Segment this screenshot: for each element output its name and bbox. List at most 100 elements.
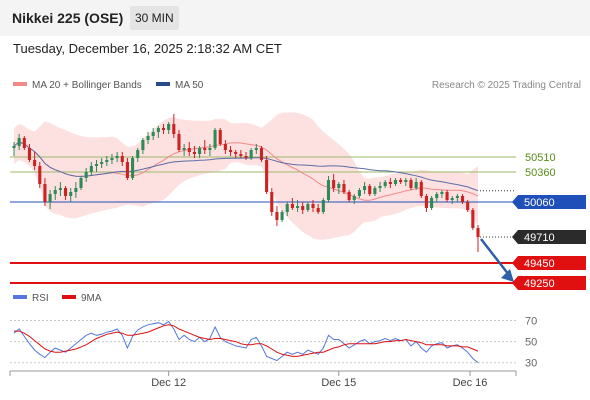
candle-body (203, 148, 207, 150)
candle-body (53, 190, 57, 194)
candle-body (33, 160, 37, 166)
timeframe-badge[interactable]: 30 MIN (130, 6, 179, 30)
candle-body (213, 130, 217, 148)
candle-body (182, 148, 186, 150)
candle-body (79, 178, 83, 188)
candle-body (218, 130, 222, 144)
candle-body (393, 180, 398, 184)
candle-body (110, 158, 114, 160)
legend-rsi-ma: 9MA (62, 293, 102, 304)
candle-body (357, 190, 361, 196)
candle-body (404, 180, 408, 182)
candle-body (131, 158, 135, 178)
price-tag-label-49710: 49710 (524, 232, 555, 244)
candle-body (316, 208, 320, 212)
candle-body (352, 196, 356, 200)
candle-body (265, 160, 269, 192)
candle-body (172, 124, 176, 134)
candle-body (445, 192, 449, 200)
candle-body (373, 188, 377, 194)
candle-body (38, 166, 42, 184)
forecast-arrowhead-icon (501, 269, 514, 282)
candle-body (347, 192, 351, 200)
rsi-ma-swatch-icon (62, 295, 76, 300)
legend-ma50-label: MA 50 (175, 80, 204, 91)
candle-body (12, 146, 16, 148)
candle-body (58, 188, 62, 190)
candle-body (476, 228, 480, 237)
candle-body (419, 182, 423, 196)
header-bar (0, 0, 590, 36)
legend-rsi-label: RSI (32, 293, 49, 304)
candle-body (105, 160, 109, 162)
candle-body (311, 204, 315, 208)
candle-body (192, 152, 196, 154)
candle-body (115, 156, 119, 158)
candle-body (120, 156, 124, 162)
candle-body (259, 148, 264, 160)
candle-body (125, 162, 129, 178)
candle-body (388, 182, 392, 184)
ma50-swatch-icon (156, 82, 170, 87)
candle-body (435, 194, 439, 198)
legend-ma50: MA 50 (156, 80, 203, 91)
price-tag-50060 (512, 195, 586, 209)
legend-rsi-ma-label: 9MA (81, 293, 102, 304)
rsi-tick-label-50: 50 (525, 337, 537, 349)
rsi-tick-label-70: 70 (525, 316, 537, 328)
candle-body (223, 144, 227, 150)
research-credit: Research © 2025 Trading Central (431, 80, 581, 91)
candle-body (177, 134, 181, 150)
x-tick-label-2: Dec 16 (453, 377, 488, 389)
rsi-ma-line (14, 324, 479, 357)
candle-body (270, 192, 274, 212)
candle-body (43, 184, 47, 202)
candle-body (414, 182, 418, 188)
candle-body (301, 206, 305, 210)
candle-body (378, 186, 382, 188)
price-tag-label-49450: 49450 (524, 258, 555, 270)
candle-body (156, 128, 160, 132)
candle-body (100, 162, 104, 164)
price-tag-49450 (512, 256, 586, 270)
candle-body (161, 128, 166, 130)
candle-body (383, 182, 387, 186)
candle-body (280, 212, 284, 220)
candle-body (94, 164, 99, 166)
candle-body (409, 180, 413, 188)
rsi-tick-label-30: 30 (525, 358, 537, 370)
candle-body (22, 138, 26, 148)
candle-body (17, 138, 21, 146)
candle-body (321, 200, 325, 212)
ma20-swatch-icon (13, 82, 27, 87)
candle-body (74, 188, 78, 192)
candle-body (151, 132, 155, 136)
candle-body (430, 198, 434, 208)
rsi-swatch-icon (13, 295, 27, 300)
candle-body (450, 198, 454, 200)
candle-body (27, 148, 32, 160)
candle-body (363, 186, 367, 190)
candle-body (69, 192, 73, 196)
candle-body (285, 204, 289, 212)
candle-body (254, 148, 258, 150)
rsi-line (13, 320, 479, 364)
candle-body (198, 148, 202, 154)
price-tag-49250 (512, 276, 586, 290)
candle-body (326, 180, 331, 200)
candle-body (234, 152, 238, 154)
candle-body (306, 204, 310, 210)
bollinger-band (14, 112, 478, 240)
candle-body (275, 212, 279, 220)
candle-body (399, 180, 403, 182)
candle-body (249, 150, 253, 158)
price-tag-49710 (512, 230, 586, 244)
candle-body (167, 124, 171, 130)
candle-body (440, 192, 444, 194)
candle-body (460, 196, 465, 202)
candle-body (332, 180, 336, 188)
forecast-arrow-icon (480, 238, 510, 276)
candle-body (424, 196, 428, 208)
candle-body (84, 172, 88, 178)
